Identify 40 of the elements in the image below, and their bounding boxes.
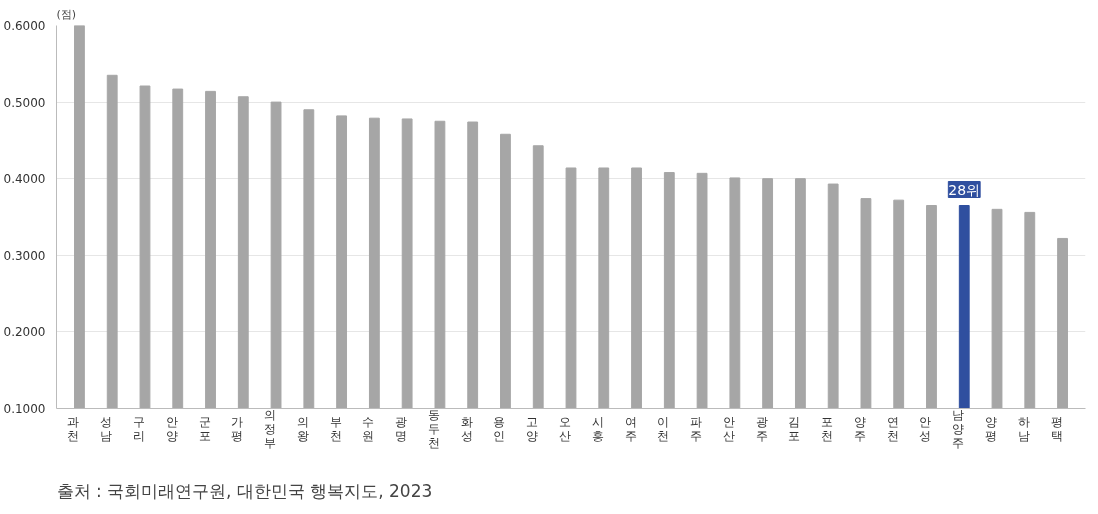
x-tick-label: 양평 [985,414,998,443]
y-tick-label: 0.3000 [3,248,46,263]
x-tick-label: 이천 [657,414,670,443]
x-tick-label: 김포 [788,414,801,443]
x-tick-label: 광주 [755,414,768,443]
x-tick-label: 안산 [722,414,735,443]
x-tick-label: 하남 [1017,414,1030,443]
x-tick-label: 오산 [559,414,571,443]
x-tick-label: 평택 [1050,414,1063,443]
y-tick-label: 0.6000 [3,19,46,33]
x-tick-label: 화성 [460,414,473,443]
x-tick-label: 남양주 [952,407,965,450]
x-tick-label: 수원 [362,414,375,443]
x-tick-label: 안성 [919,414,932,443]
y-tick-label: 0.1000 [3,402,46,416]
x-tick-label: 연천 [886,414,899,443]
source-note: 출처 : 국회미래연구원, 대한민국 행복지도, 2023 [56,480,433,501]
annotation: 28위 [948,181,981,198]
x-tick-label: 양주 [853,414,866,443]
x-tick-label: 포천 [821,414,834,443]
x-tick-label: 시흥 [591,414,604,443]
x-tick-label: 고양 [526,414,539,443]
x-tick-label: 용인 [493,414,506,443]
x-tick-label: 파주 [690,414,703,443]
y-axis-title: (점) [56,7,77,21]
x-tick-label: 부천 [329,414,342,443]
x-tick-label: 성남 [100,414,113,443]
x-tick-label: 과천 [67,414,80,443]
y-tick-label: 0.2000 [3,325,46,340]
x-tick-label: 가평 [231,414,244,443]
x-tick-label: 동두천 [427,407,440,450]
x-tick-label: 안양 [165,414,178,443]
y-tick-label: 0.5000 [3,95,46,110]
y-tick-label: 0.4000 [3,172,46,187]
x-tick-label: 여주 [624,414,637,443]
x-tick-label: 군포 [198,414,211,443]
x-tick-label: 구리 [132,414,145,443]
x-tick-label: 의정부 [264,407,277,450]
x-tick-label: 의왕 [296,414,309,443]
x-tick-label: 광명 [395,414,408,443]
